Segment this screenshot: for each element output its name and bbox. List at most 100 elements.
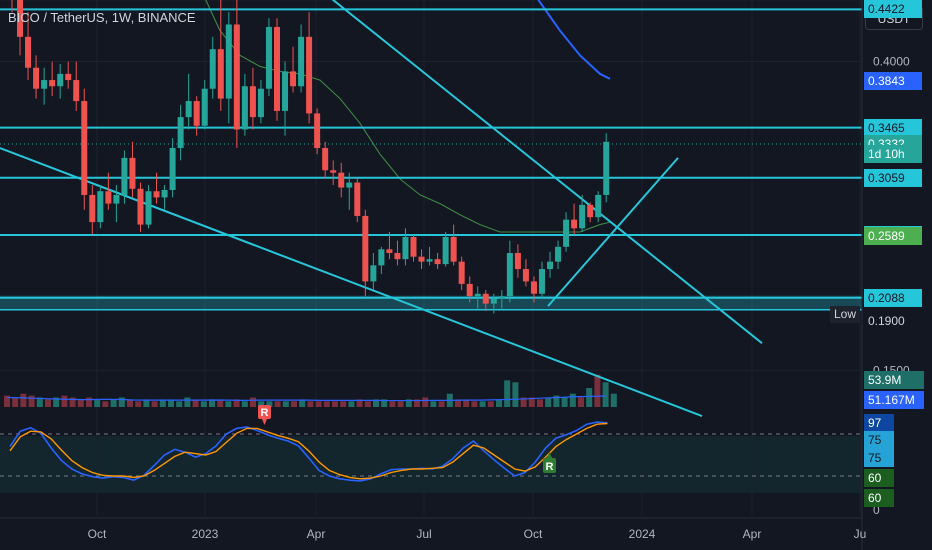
candle-body	[290, 71, 297, 87]
candle-body	[603, 141, 610, 195]
stoch-value-tag: 60	[864, 489, 894, 507]
candle-body	[217, 49, 224, 99]
time-tick-label: Apr	[743, 527, 762, 541]
time-tick-label: 2023	[192, 527, 219, 541]
candle-body	[298, 36, 305, 87]
candle-body	[233, 24, 240, 130]
volume-bar	[307, 401, 314, 407]
candle-body	[370, 265, 377, 282]
volume-bar	[159, 399, 166, 407]
candle-body	[257, 88, 264, 118]
symbol-title: BICO / TetherUS, 1W, BINANCE	[8, 10, 196, 25]
candle-body	[498, 296, 505, 299]
volume-bar	[487, 401, 494, 407]
candle-body	[338, 172, 345, 188]
volume-bar	[291, 401, 297, 407]
volume-bar	[102, 401, 109, 407]
candle-body	[33, 67, 40, 89]
candle-body	[346, 182, 353, 188]
price-tag: 0.3843	[864, 71, 922, 90]
trendline	[0, 147, 703, 417]
candle-body	[314, 113, 321, 148]
time-tick-label: 2024	[629, 527, 656, 541]
volume-bar	[4, 395, 10, 407]
volume-bar	[496, 399, 502, 407]
volume-bar	[373, 399, 379, 407]
candle-body	[514, 253, 521, 270]
price-tag: 0.4422	[864, 0, 922, 19]
candle-body	[362, 215, 369, 282]
candle-body	[169, 148, 176, 190]
candle-body	[555, 246, 562, 262]
volume-bar	[61, 395, 68, 407]
volume-bar	[504, 380, 511, 407]
volume-bar	[364, 401, 371, 407]
candle-body	[81, 101, 88, 195]
candle-body	[571, 219, 578, 229]
signal-sell-label: R	[261, 407, 269, 419]
volume-bar	[479, 401, 486, 407]
time-tick-label: Oct	[524, 527, 543, 541]
volume-bar	[110, 399, 117, 407]
candle-body	[161, 190, 168, 198]
candle-body	[249, 86, 256, 118]
volume-bar	[405, 399, 412, 407]
candle-body	[354, 182, 361, 216]
stoch-value-tag: 60	[864, 469, 894, 487]
price-tag: 0.1900	[864, 311, 922, 330]
volume-bar	[118, 397, 125, 407]
candle-body	[209, 49, 216, 89]
stoch-d-line	[9, 422, 608, 480]
candle-body	[506, 253, 513, 297]
stoch-value-tag: 75	[864, 449, 894, 467]
time-tick-label: Jul	[416, 527, 431, 541]
volume-bar	[430, 401, 437, 407]
volume-bar	[537, 399, 543, 407]
candle-body	[394, 253, 401, 260]
volume-bar	[77, 399, 84, 407]
candle-body	[282, 71, 289, 111]
candle-body	[595, 194, 602, 218]
volume-bar	[512, 382, 519, 407]
price-tick-label: 0.4000	[873, 55, 910, 69]
candle-body	[306, 36, 313, 114]
time-tick-label: Ju	[854, 527, 867, 541]
candle-body	[458, 261, 465, 284]
slow-ma-line	[537, 0, 611, 80]
volume-value-tag: 53.9M	[864, 371, 924, 389]
volume-bar	[225, 401, 232, 407]
volume-bar	[381, 399, 388, 407]
support-zone	[0, 295, 862, 310]
volume-bar	[610, 393, 617, 407]
volume-bar	[315, 401, 322, 407]
candle-body	[434, 259, 441, 265]
time-tick-label: Apr	[307, 527, 326, 541]
volume-bar	[520, 397, 527, 407]
volume-bar	[594, 374, 601, 407]
candle-body	[530, 281, 537, 294]
volume-bar	[578, 397, 584, 407]
candle-body	[474, 293, 481, 297]
candle-body	[378, 249, 385, 266]
candle-body	[482, 293, 489, 304]
fast-ma-line	[205, 0, 611, 233]
price-tag: 0.3465	[864, 118, 922, 137]
candle-body	[547, 261, 554, 270]
candle-body	[273, 26, 280, 111]
volume-bar	[397, 401, 404, 407]
candle-body	[426, 259, 433, 262]
stoch-tick-label: 0	[873, 503, 880, 517]
volume-bar	[348, 401, 355, 407]
volume-bar	[266, 401, 273, 407]
candle-body	[73, 80, 80, 102]
volume-bar	[86, 397, 92, 407]
candle-body	[579, 204, 586, 229]
volume-bar	[414, 399, 420, 407]
candle-body	[41, 80, 48, 89]
time-tick-label: Oct	[88, 527, 107, 541]
candle-body	[490, 298, 497, 304]
volume-bar	[274, 401, 281, 407]
volume-bar	[602, 382, 609, 407]
candle-body	[386, 249, 393, 253]
